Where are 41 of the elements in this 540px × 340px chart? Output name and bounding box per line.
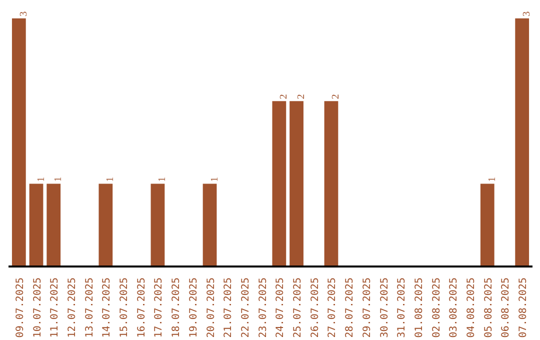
x-tick-label: 03.08.2025	[448, 277, 460, 338]
x-tick-label: 23.07.2025	[258, 277, 269, 338]
x-tick-label: 13.07.2025	[84, 277, 96, 338]
x-tick-label: 12.07.2025	[66, 277, 78, 338]
x-tick-label: 05.08.2025	[483, 277, 494, 338]
data-label: 1	[157, 176, 168, 182]
x-tick-label: 16.07.2025	[136, 277, 148, 338]
x-tick-label: 11.07.2025	[50, 277, 61, 338]
data-label: 1	[53, 176, 64, 182]
x-tick-label: 22.07.2025	[240, 277, 252, 338]
data-label: 3	[522, 11, 533, 16]
data-label: 2	[296, 94, 308, 100]
data-label: 3	[18, 11, 30, 16]
x-tick-label: 25.07.2025	[292, 277, 304, 338]
x-tick-label: 28.07.2025	[344, 277, 356, 338]
x-tick-label: 21.07.2025	[223, 277, 234, 338]
data-label: 1	[486, 176, 498, 182]
data-label: 2	[278, 94, 290, 100]
x-tick-label: 04.08.2025	[466, 277, 478, 338]
x-tick-label: 10.07.2025	[32, 277, 44, 338]
x-tick-label: 18.07.2025	[171, 277, 182, 338]
x-tick-label: 26.07.2025	[310, 277, 321, 338]
data-label: 1	[36, 176, 47, 182]
x-tick-label: 06.08.2025	[500, 277, 512, 338]
x-tick-label: 09.07.2025	[14, 277, 26, 338]
x-tick-label: 27.07.2025	[327, 277, 338, 338]
x-tick-label: 29.07.2025	[362, 277, 373, 338]
x-tick-label: 31.07.2025	[396, 277, 408, 338]
x-tick-label: 15.07.2025	[119, 277, 130, 338]
x-tick-label: 02.08.2025	[431, 277, 442, 338]
data-label: 1	[209, 176, 220, 182]
x-tick-label: 20.07.2025	[206, 277, 217, 338]
x-tick-label: 14.07.2025	[102, 277, 113, 338]
x-tick-label: 17.07.2025	[154, 277, 165, 338]
x-tick-label: 07.08.2025	[518, 277, 530, 338]
x-tick-label: 30.07.2025	[379, 277, 390, 338]
data-label: 2	[330, 94, 342, 100]
data-label: 1	[105, 176, 116, 182]
x-tick-label: 19.07.2025	[188, 277, 200, 338]
x-tick-label: 24.07.2025	[275, 277, 286, 338]
x-tick-label: 01.08.2025	[414, 277, 425, 338]
